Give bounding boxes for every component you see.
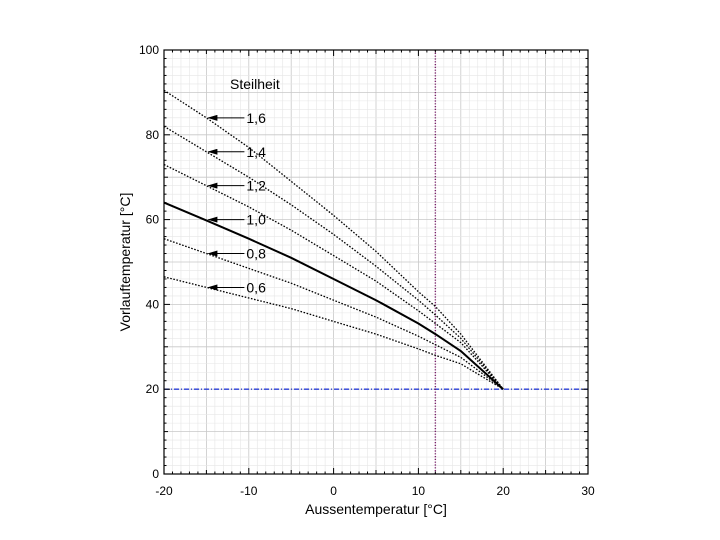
annotation-label: 0,6 bbox=[246, 279, 266, 295]
series-line-0-6 bbox=[163, 276, 504, 390]
y-tick-label: 0 bbox=[152, 467, 159, 481]
reference-lines bbox=[164, 50, 588, 474]
x-tick-label: 10 bbox=[412, 484, 426, 498]
x-axis-title: Aussentemperatur [°C] bbox=[305, 501, 447, 517]
annotation-label: 1,2 bbox=[246, 178, 266, 194]
grid bbox=[163, 49, 589, 475]
x-tick-label: 30 bbox=[581, 484, 595, 498]
series-group bbox=[163, 89, 504, 390]
x-tick-label: 0 bbox=[330, 484, 337, 498]
x-tick-label: -10 bbox=[240, 484, 258, 498]
y-tick-label: 60 bbox=[146, 213, 160, 227]
series-line-0-8 bbox=[163, 238, 504, 390]
annotations: 1,6 1,4 1,2 1,0 0,8 0,6 bbox=[207, 110, 266, 295]
annotation-label: 1,0 bbox=[246, 212, 266, 228]
y-tick-label: 40 bbox=[146, 297, 160, 311]
y-axis-title: Vorlauftemperatur [°C] bbox=[117, 193, 133, 332]
y-tick-label: 20 bbox=[146, 382, 160, 396]
series-line-1-4 bbox=[163, 125, 504, 390]
x-tick-label: -20 bbox=[155, 484, 173, 498]
series-line-1-2 bbox=[163, 163, 504, 390]
annotation-label: 1,6 bbox=[246, 110, 266, 126]
y-tick-label: 100 bbox=[139, 43, 159, 57]
annotation-label: 1,4 bbox=[246, 144, 266, 160]
axis-ticks: -20 -10 0 10 20 30 0 20 40 60 80 100 bbox=[139, 43, 595, 498]
series-line-1-0 bbox=[163, 201, 504, 390]
series-line-1-6 bbox=[163, 89, 504, 390]
legend-title: Steilheit bbox=[230, 76, 280, 92]
annotation-label: 0,8 bbox=[246, 246, 266, 262]
x-tick-label: 20 bbox=[497, 484, 511, 498]
y-tick-label: 80 bbox=[146, 128, 160, 142]
